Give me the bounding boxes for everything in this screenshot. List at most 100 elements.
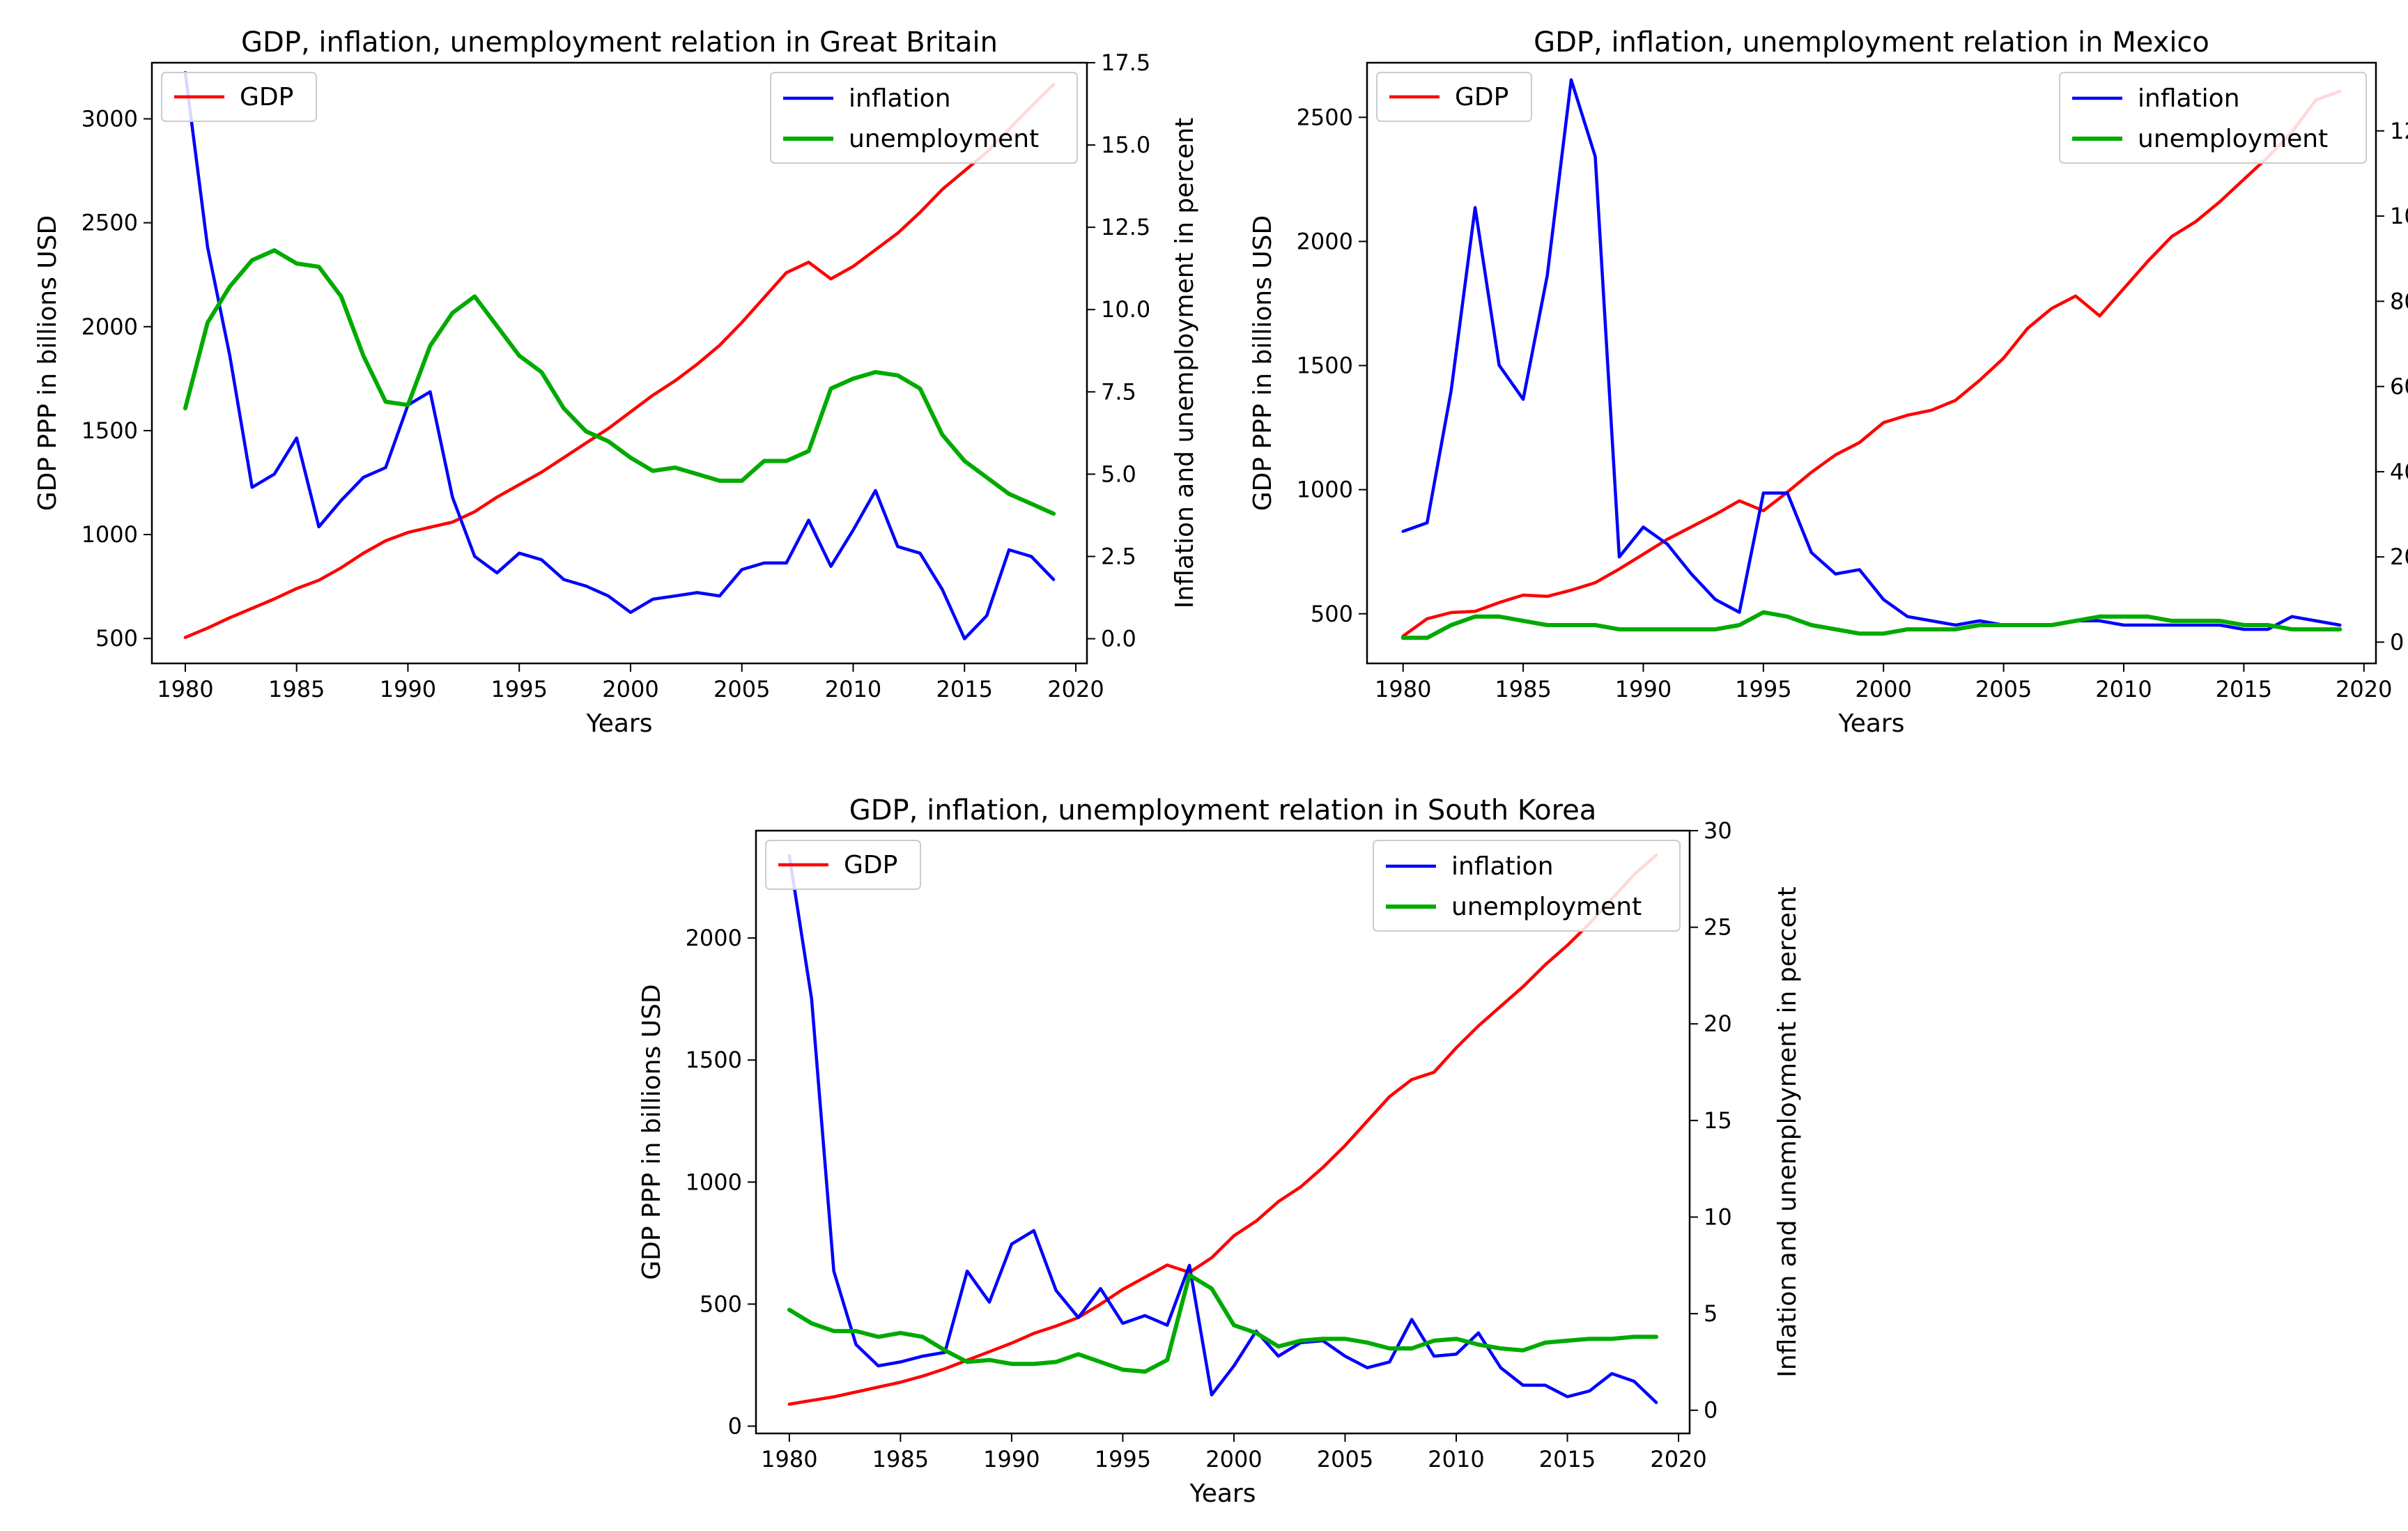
y-right-tick-label: 15.0: [1101, 132, 1150, 158]
y-right-tick-label: 25: [1704, 914, 1732, 941]
series-line-GDP: [1401, 89, 2342, 638]
legend-box: [770, 72, 1078, 164]
legend-box: [765, 840, 921, 890]
x-tick-label: 2015: [2216, 676, 2272, 702]
y-right-tick-label: 20: [2390, 544, 2408, 570]
y-right-tick-label: 15: [1704, 1107, 1732, 1134]
x-tick-label: 2000: [602, 676, 658, 702]
x-tick-label: 2020: [1650, 1446, 1706, 1472]
plot-frame: [1366, 61, 2377, 665]
y-right-tick-label: 80: [2390, 288, 2408, 314]
y-tick-label: 500: [1311, 601, 1353, 627]
y-right-tick-label: 0.0: [1101, 626, 1136, 652]
y-tick-label: 1000: [1297, 477, 1353, 503]
y-right-tick-label: 40: [2390, 459, 2408, 485]
y-right-tick-label: 0: [1704, 1397, 1718, 1424]
x-axis-label: Years: [1838, 709, 1905, 738]
y-right-tick-label: 2.5: [1101, 543, 1136, 569]
y-right-tick-label: 17.5: [1101, 49, 1150, 76]
y-right-tick-label: 20: [1704, 1010, 1732, 1037]
legend-label: inflation: [849, 84, 951, 113]
x-tick-label: 1990: [983, 1446, 1040, 1472]
x-tick-label: 2015: [1539, 1446, 1596, 1472]
y-right-tick-label: 10: [1704, 1203, 1732, 1230]
legend-label: inflation: [1451, 852, 1554, 881]
legend-box: [1373, 840, 1681, 932]
series-line-inflation: [787, 854, 1658, 1404]
series-group: [1400, 78, 2343, 640]
y-right-tick-label: 5.0: [1101, 461, 1136, 487]
series-group: [183, 70, 1056, 640]
y-tick-label: 500: [700, 1291, 742, 1317]
x-tick-label: 2010: [1428, 1446, 1484, 1472]
legend-label: GDP: [240, 83, 293, 111]
legend-right: inflation unemployment: [1373, 840, 1681, 932]
y-right-tick-label: 7.5: [1101, 378, 1136, 405]
y-tick-label: 2000: [1297, 228, 1353, 254]
series-line-unemployment: [1400, 610, 2343, 640]
x-tick-label: 1995: [491, 676, 547, 702]
y-tick-label: 1500: [1297, 353, 1353, 379]
x-tick-label: 2005: [1317, 1446, 1373, 1472]
y-right-tick-label: 5: [1704, 1300, 1718, 1327]
chart-title: GDP, inflation, unemployment relation in…: [1534, 26, 2209, 59]
y-tick-label: 1500: [686, 1047, 742, 1073]
y-right-tick-label: 120: [2390, 118, 2408, 144]
y-tick-label: 2000: [686, 925, 742, 951]
legend-box: [161, 72, 317, 122]
y-right-axis-label: Inflation and unemployment in percent: [1773, 886, 1802, 1378]
x-tick-label: 2005: [713, 676, 770, 702]
chart-title: GDP, inflation, unemployment relation in…: [849, 794, 1597, 826]
x-axis-label: Years: [586, 709, 653, 738]
legend-label: unemployment: [1451, 893, 1642, 921]
chart-title: GDP, inflation, unemployment relation in…: [241, 26, 998, 59]
x-tick-label: 2020: [1047, 676, 1104, 702]
y-right-tick-label: 100: [2390, 203, 2408, 229]
y-tick-label: 2500: [82, 210, 138, 236]
y-axis-label: GDP PPP in billions USD: [638, 984, 666, 1279]
legend-label: inflation: [2138, 84, 2240, 113]
legend-right: inflation unemployment: [770, 72, 1078, 164]
x-tick-label: 2015: [936, 676, 993, 702]
y-right-tick-label: 12.5: [1101, 214, 1150, 240]
y-tick-label: 1000: [82, 521, 138, 548]
legend-label: unemployment: [849, 125, 1039, 153]
x-tick-label: 1995: [1095, 1446, 1151, 1472]
x-tick-label: 2010: [2095, 676, 2152, 702]
legend-box: [2059, 72, 2367, 164]
y-right-tick-label: 10.0: [1101, 296, 1150, 323]
x-tick-label: 2000: [1855, 676, 1912, 702]
plot-frame: [755, 829, 1691, 1435]
x-tick-label: 1980: [761, 1446, 817, 1472]
y-tick-label: 3000: [82, 106, 138, 132]
x-tick-label: 1995: [1735, 676, 1791, 702]
x-tick-label: 1990: [1615, 676, 1672, 702]
y-tick-label: 500: [95, 625, 138, 652]
y-right-tick-label: 30: [1704, 817, 1732, 844]
legend-label: unemployment: [2138, 125, 2328, 153]
y-right-tick-label: 60: [2390, 374, 2408, 400]
legend-left: GDP: [161, 72, 317, 122]
y-right-axis-label: Inflation and unemployment in percent: [1171, 118, 1199, 609]
legend-label: GDP: [844, 851, 897, 879]
x-tick-label: 1985: [268, 676, 325, 702]
legend-left: GDP: [765, 840, 921, 890]
y-tick-label: 2500: [1297, 104, 1353, 130]
y-tick-label: 1000: [686, 1169, 742, 1195]
chart-panel-0: GDP, inflation, unemployment relation in…: [33, 26, 1199, 738]
series-group: [787, 853, 1659, 1406]
legend-label: GDP: [1455, 83, 1508, 111]
x-tick-label: 1985: [872, 1446, 929, 1472]
series-line-inflation: [1401, 78, 2342, 631]
y-right-tick-label: 0: [2390, 629, 2404, 655]
x-tick-label: 2000: [1205, 1446, 1262, 1472]
x-tick-label: 2020: [2336, 676, 2392, 702]
y-axis-label: GDP PPP in billions USD: [33, 215, 62, 511]
x-tick-label: 1980: [157, 676, 213, 702]
x-tick-label: 2010: [825, 676, 881, 702]
legend-box: [1376, 72, 1532, 122]
x-axis-label: Years: [1189, 1479, 1256, 1508]
x-tick-label: 1990: [380, 676, 436, 702]
series-line-unemployment: [787, 1272, 1659, 1374]
